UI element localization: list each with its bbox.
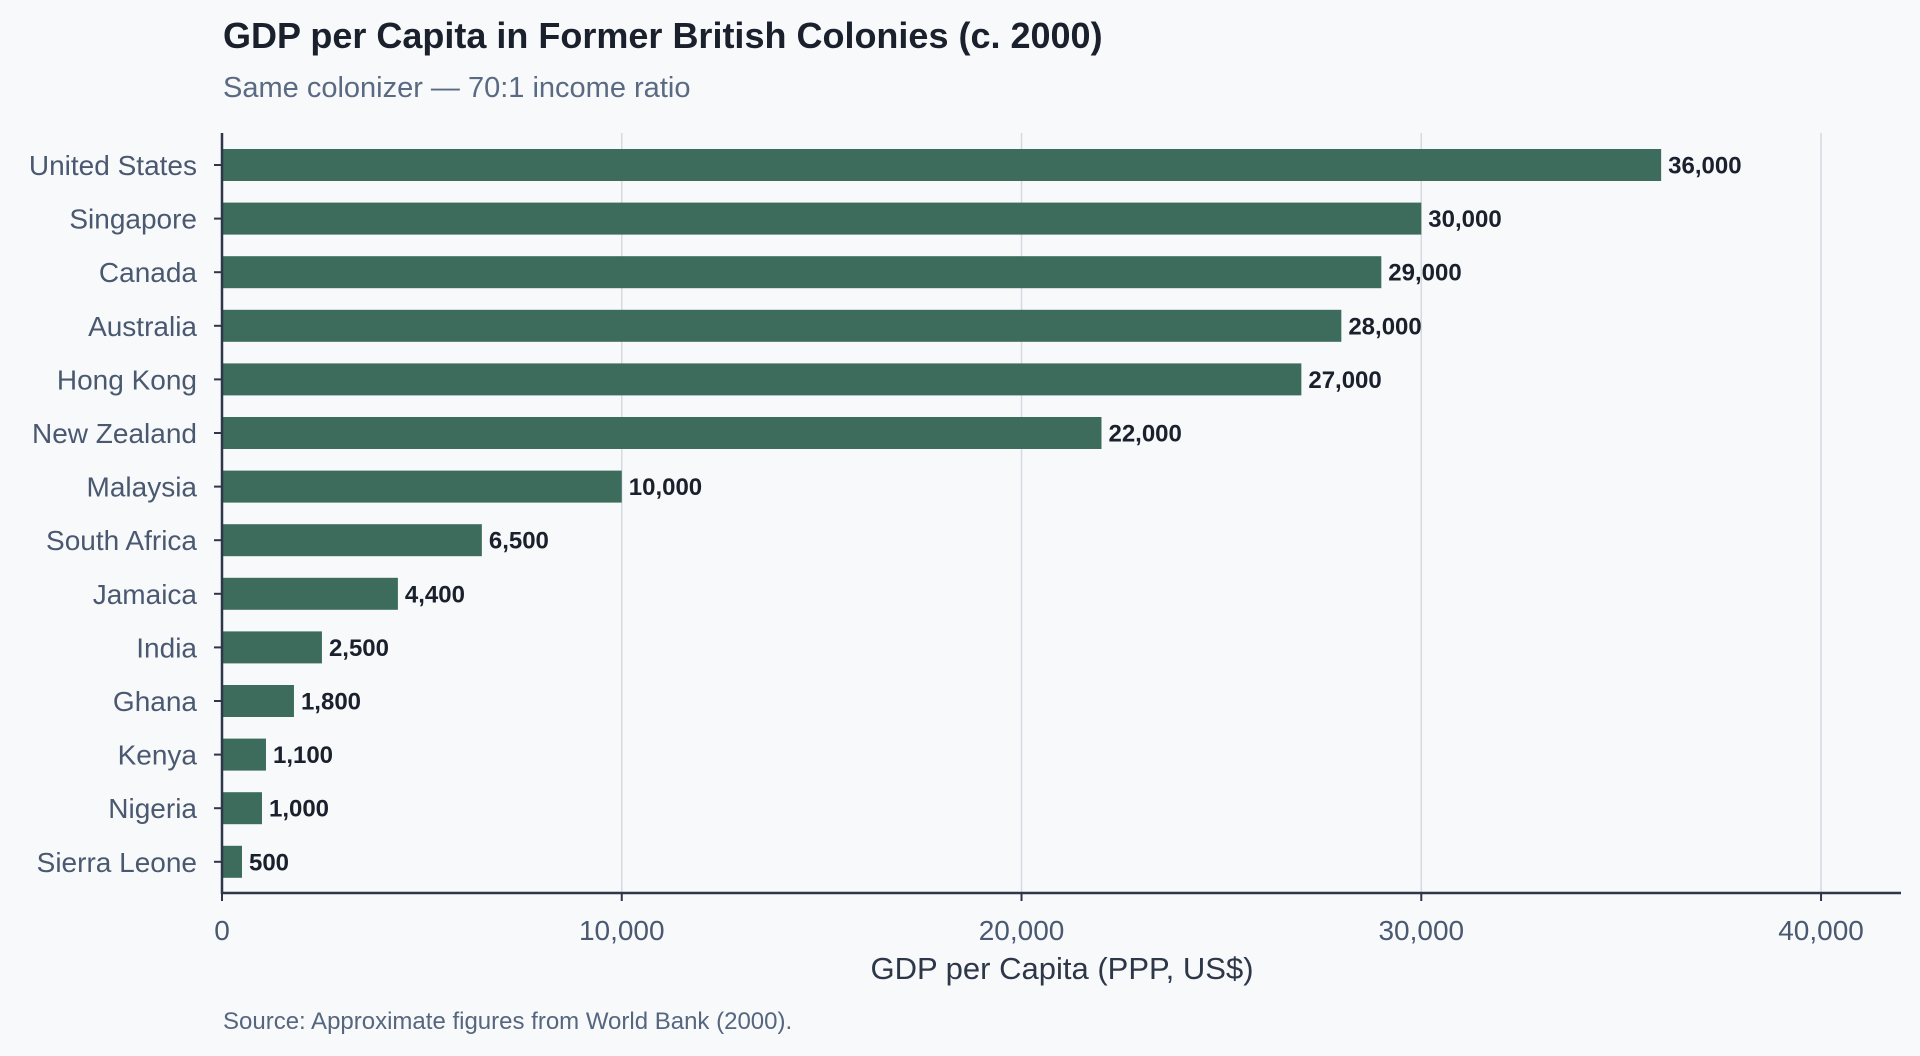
axes: United States Singapore Canada Australia Hon… <box>29 133 1901 946</box>
bar-jamaica <box>222 577 398 610</box>
value-label: 1,800 <box>301 689 361 716</box>
bar-united-states <box>222 149 1662 181</box>
bar-singapore <box>222 202 1422 235</box>
bar-canada <box>222 256 1382 289</box>
y-tick-label: Kenya <box>118 740 198 771</box>
y-tick-label: Australia <box>88 311 197 342</box>
x-tick-label: 10,000 <box>579 915 665 946</box>
bar-hong-kong <box>222 363 1302 396</box>
value-label: 30,000 <box>1428 206 1501 233</box>
bar-kenya <box>222 738 266 771</box>
source-note: Source: Approximate figures from World B… <box>223 1008 793 1035</box>
bar-south-africa <box>222 524 482 557</box>
bar-sierra-leone <box>222 845 242 878</box>
bar-india <box>222 631 322 664</box>
x-tick-label: 20,000 <box>979 915 1065 946</box>
value-label: 22,000 <box>1108 421 1181 448</box>
bar-malaysia <box>222 470 622 503</box>
value-label: 28,000 <box>1348 313 1421 340</box>
y-tick-label: South Africa <box>46 525 197 556</box>
y-tick-label: Nigeria <box>108 793 197 824</box>
x-axis-label: GDP per Capita (PPP, US$) <box>870 951 1253 986</box>
value-label: 500 <box>249 849 289 876</box>
y-tick-label: Sierra Leone <box>37 847 197 878</box>
y-tick-label: Singapore <box>69 204 197 235</box>
value-labels: 36,000 30,000 29,000 28,000 27,000 22,000 10,0… <box>249 153 1742 877</box>
y-tick-label: United States <box>29 150 197 181</box>
value-label: 36,000 <box>1668 153 1741 180</box>
chart-title: GDP per Capita in Former British Colonie… <box>223 15 1103 56</box>
bars <box>222 149 1662 878</box>
bar-new-zealand <box>222 417 1102 449</box>
chart-subtitle: Same colonizer — 70:1 income ratio <box>223 72 691 104</box>
x-tick-label: 30,000 <box>1378 915 1464 946</box>
value-label: 27,000 <box>1308 367 1381 394</box>
value-label: 10,000 <box>629 474 702 501</box>
value-label: 6,500 <box>489 528 549 555</box>
value-label: 2,500 <box>329 635 389 662</box>
y-tick-label: India <box>136 632 197 663</box>
value-label: 29,000 <box>1388 260 1461 287</box>
y-tick-label: Ghana <box>113 686 197 717</box>
bar-ghana <box>222 685 294 717</box>
y-tick-label: Malaysia <box>87 472 198 503</box>
bar-nigeria <box>222 792 262 825</box>
bar-australia <box>222 309 1342 342</box>
value-label: 1,100 <box>273 742 333 769</box>
y-tick-label: Hong Kong <box>57 364 197 395</box>
x-tick-label: 40,000 <box>1778 915 1864 946</box>
value-label: 1,000 <box>269 796 329 823</box>
y-tick-label: Jamaica <box>93 579 198 610</box>
value-label: 4,400 <box>405 581 465 608</box>
y-tick-label: New Zealand <box>32 418 197 449</box>
y-tick-label: Canada <box>99 257 198 288</box>
grid-lines <box>621 133 1822 893</box>
x-tick-label: 0 <box>214 915 230 946</box>
